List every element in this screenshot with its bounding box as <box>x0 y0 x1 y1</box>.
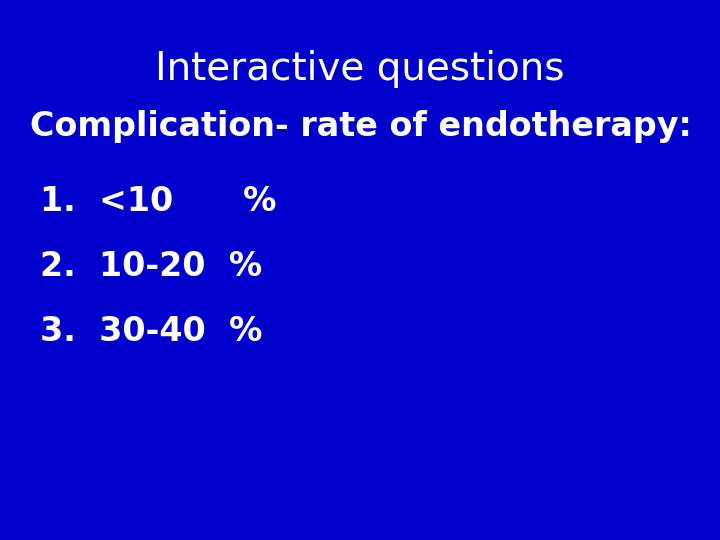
Text: Complication- rate of endotherapy:: Complication- rate of endotherapy: <box>30 110 692 143</box>
Text: 1.  <10      %: 1. <10 % <box>40 185 276 218</box>
Text: 2.  10-20  %: 2. 10-20 % <box>40 250 262 283</box>
Text: Interactive questions: Interactive questions <box>156 50 564 88</box>
Text: 3.  30-40  %: 3. 30-40 % <box>40 315 262 348</box>
